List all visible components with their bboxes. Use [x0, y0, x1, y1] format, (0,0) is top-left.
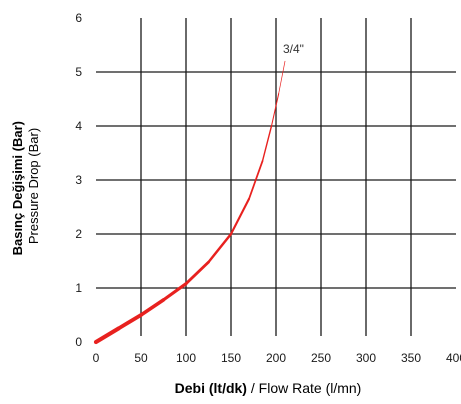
series-segment [161, 282, 188, 302]
series-segment [207, 232, 233, 264]
y-tick-label: 2 [75, 227, 82, 241]
x-tick-label: 100 [176, 351, 196, 365]
series-segment [229, 197, 251, 236]
series-segment [270, 93, 280, 127]
x-tick-label: 400 [446, 351, 461, 365]
x-tick-label: 300 [356, 351, 376, 365]
y-axis-label: Basınç Değişimi (Bar) Pressure Drop (Bar… [9, 117, 41, 256]
y-tick-label: 1 [75, 281, 82, 295]
y-tick-label: 3 [75, 173, 82, 187]
series-segment [261, 125, 273, 162]
x-axis-label-en: / Flow Rate (l/mn) [247, 380, 361, 396]
x-tick-label: 250 [311, 351, 331, 365]
series-segment [116, 313, 143, 331]
series-segment [93, 326, 121, 345]
series-segment [248, 160, 264, 200]
grid-lines [96, 18, 456, 336]
x-tick-label: 50 [134, 351, 148, 365]
x-axis-label: Debi (lt/dk) / Flow Rate (l/mn) [175, 380, 362, 396]
y-tick-label: 6 [75, 11, 82, 25]
x-tick-label: 350 [401, 351, 421, 365]
x-tick-label: 0 [93, 351, 100, 365]
series-label: 3/4" [283, 42, 304, 56]
series-segment [278, 60, 286, 94]
y-tick-label: 4 [75, 119, 82, 133]
series-segment [184, 260, 210, 286]
y-axis-label-tr: Basınç Değişimi (Bar) [10, 121, 25, 255]
series-layer [93, 60, 286, 345]
x-tick-label: 200 [266, 351, 286, 365]
series-segment [139, 298, 166, 317]
x-tick-label: 150 [221, 351, 241, 365]
y-tick-label: 0 [75, 335, 82, 349]
y-tick-label: 5 [75, 65, 82, 79]
x-axis-label-tr: Debi (lt/dk) [175, 380, 247, 396]
y-axis-label-en: Pressure Drop (Bar) [26, 128, 41, 244]
tick-labels: 0 50 100 150 200 250 300 350 400 0 1 2 3 4 5 6 [75, 11, 461, 365]
